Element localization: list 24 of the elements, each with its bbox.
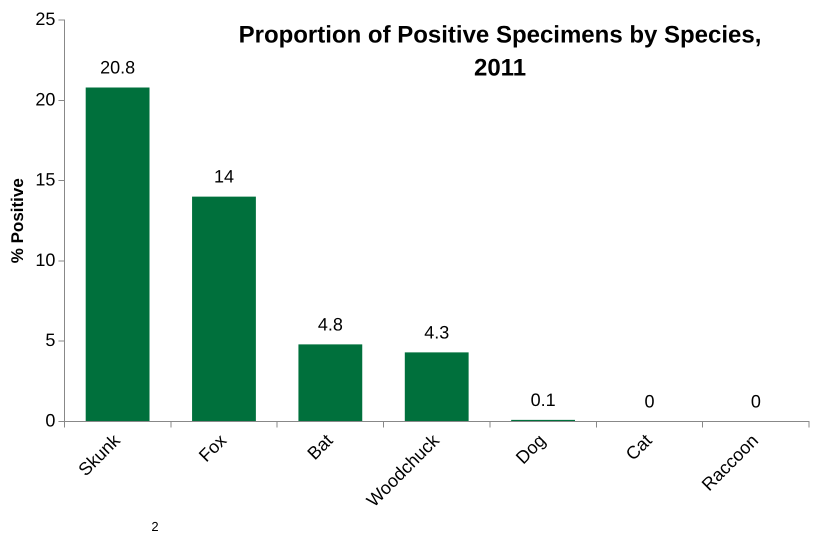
y-tick-label: 25: [35, 8, 56, 29]
data-label: 20.8: [100, 57, 136, 78]
y-tick-label: 20: [35, 89, 56, 110]
data-label: 4.8: [318, 314, 343, 334]
y-tick-label: 5: [45, 330, 56, 350]
y-tick-label: 15: [35, 170, 56, 190]
y-axis-title: % Positive: [8, 178, 27, 264]
data-label: 0: [750, 391, 761, 412]
x-tick-label: Dog: [512, 430, 550, 468]
bar: [298, 344, 362, 421]
bar: [192, 196, 256, 421]
y-tick-label: 0: [45, 410, 56, 430]
x-tick-label: Bat: [303, 430, 337, 464]
x-tick-label: Fox: [194, 430, 230, 466]
text: Proportion of Positive Specimens by Species, 2011: [238, 22, 762, 82]
data-label: 4.3: [424, 322, 450, 342]
data-label: 0.1: [530, 390, 556, 410]
y-tick-label: 10: [35, 250, 56, 270]
text: 2: [151, 519, 159, 534]
x-tick-label: Cat: [622, 430, 656, 464]
data-label: 0: [644, 391, 654, 412]
bar: [86, 87, 150, 421]
data-label: 14: [214, 166, 234, 187]
bar: [404, 352, 469, 421]
